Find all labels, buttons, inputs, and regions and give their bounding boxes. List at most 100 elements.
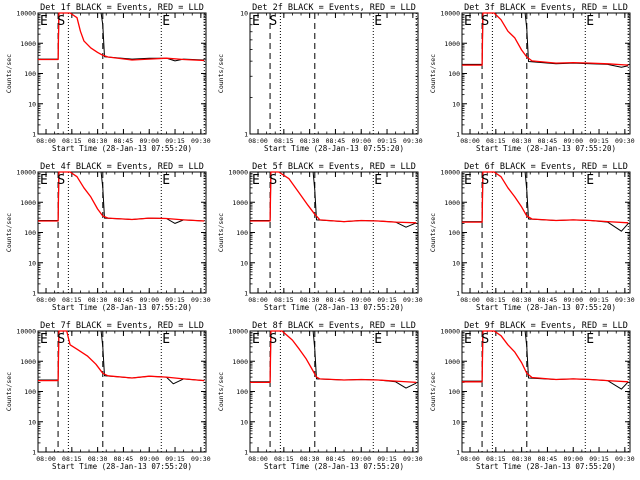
y-tick-label: 1	[32, 449, 36, 457]
y-tick-label: 100	[24, 70, 36, 78]
y-axis-label: Counts/sec	[5, 372, 13, 411]
plot-frame	[249, 330, 419, 453]
panel-title: Det 9f BLACK = Events, RED = LLD	[464, 321, 628, 331]
x-tick-label: 08:15	[62, 296, 82, 304]
x-tick-label: 09:00	[563, 296, 583, 304]
y-axis-label: Counts/sec	[429, 54, 437, 93]
x-tick-label: 08:15	[274, 296, 294, 304]
x-tick-label: 08:30	[88, 455, 108, 463]
y-tick-label: 100	[448, 388, 460, 396]
detector-panel-8: Det 8f BLACK = Events, RED = LLD 1 10 100 10…	[217, 321, 423, 471]
x-tick-label: 08:00	[248, 455, 268, 463]
plot-frame	[249, 12, 419, 135]
flag-s: S	[57, 14, 65, 29]
y-axis-label: Counts/sec	[5, 54, 13, 93]
x-tick-label: 08:00	[36, 455, 56, 463]
flag-e: E	[464, 332, 472, 347]
x-tick-label: 08:00	[36, 296, 56, 304]
x-tick-label: 08:00	[460, 296, 480, 304]
x-tick-label: 09:30	[191, 455, 211, 463]
x-axis-label: Start Time (28-Jan-13 07:55:20)	[52, 462, 192, 471]
x-axis-label: Start Time (28-Jan-13 07:55:20)	[52, 144, 192, 153]
detector-panel-3: Det 3f BLACK = Events, RED = LLD 1 10 100 10…	[429, 3, 635, 153]
y-tick-label: 10000	[440, 169, 460, 177]
x-tick-label: 08:45	[114, 296, 134, 304]
x-tick-label: 08:15	[274, 455, 294, 463]
x-tick-label: 09:30	[403, 137, 423, 145]
x-axis-label: Start Time (28-Jan-13 07:55:20)	[476, 144, 616, 153]
y-axis-label: Counts/sec	[217, 213, 225, 252]
series-lld-line	[38, 12, 205, 62]
y-tick-label: 1	[244, 449, 248, 457]
x-tick-label: 09:30	[615, 296, 635, 304]
detector-panel-9: Det 9f BLACK = Events, RED = LLD 1 10 100 10…	[429, 321, 635, 471]
plot-frame	[37, 12, 207, 135]
x-tick-label: 09:30	[403, 296, 423, 304]
flag-e: E	[40, 14, 48, 29]
flag-e: E	[586, 173, 594, 188]
series-lld-line	[38, 330, 205, 382]
series-lld-line	[38, 171, 205, 222]
x-tick-label: 09:00	[351, 137, 371, 145]
x-tick-label: 08:45	[326, 296, 346, 304]
detector-panel-5: Det 5f BLACK = Events, RED = LLD 1 10 100 10…	[217, 162, 423, 312]
y-tick-label: 10000	[16, 10, 36, 18]
series-lld-line	[462, 171, 629, 224]
x-tick-label: 08:15	[486, 137, 506, 145]
series-lld-line	[462, 330, 629, 383]
flag-s: S	[57, 332, 65, 347]
y-tick-label: 100	[236, 229, 248, 237]
y-tick-label: 1	[32, 131, 36, 139]
flag-e: E	[40, 173, 48, 188]
x-tick-label: 09:15	[165, 455, 185, 463]
detector-panel-1: Det 1f BLACK = Events, RED = LLD 1 10 100 10…	[5, 3, 211, 153]
y-tick-label: 1	[32, 290, 36, 298]
panel-title: Det 3f BLACK = Events, RED = LLD	[464, 3, 628, 13]
y-tick-label: 100	[448, 229, 460, 237]
flag-e: E	[374, 332, 382, 347]
flag-e: E	[374, 14, 382, 29]
x-tick-label: 08:45	[538, 455, 558, 463]
x-tick-label: 08:45	[326, 137, 346, 145]
flag-e: E	[162, 332, 170, 347]
x-tick-label: 09:00	[563, 137, 583, 145]
x-tick-label: 08:00	[36, 137, 56, 145]
flag-e: E	[162, 173, 170, 188]
y-axis-label: Counts/sec	[429, 372, 437, 411]
x-tick-label: 09:15	[377, 296, 397, 304]
series-lld-line	[250, 171, 417, 224]
x-tick-label: 08:30	[512, 296, 532, 304]
plot-frame	[461, 330, 631, 453]
y-tick-label: 10000	[16, 328, 36, 336]
y-tick-label: 100	[24, 229, 36, 237]
flag-e: E	[252, 173, 260, 188]
x-tick-label: 08:30	[300, 455, 320, 463]
y-tick-label: 10000	[440, 328, 460, 336]
y-tick-label: 1000	[444, 358, 460, 366]
x-tick-label: 08:00	[460, 455, 480, 463]
y-tick-label: 10	[452, 100, 460, 108]
flag-e: E	[586, 332, 594, 347]
x-tick-label: 09:00	[139, 137, 159, 145]
x-tick-label: 08:30	[300, 137, 320, 145]
x-tick-label: 08:30	[88, 137, 108, 145]
x-tick-label: 08:30	[512, 455, 532, 463]
y-tick-label: 100	[236, 388, 248, 396]
x-axis-label: Start Time (28-Jan-13 07:55:20)	[264, 303, 404, 312]
panel-title: Det 2f BLACK = Events, RED = LLD	[252, 3, 416, 13]
flag-e: E	[374, 173, 382, 188]
x-tick-label: 09:00	[139, 296, 159, 304]
x-tick-label: 09:00	[139, 455, 159, 463]
plot-frame	[37, 171, 207, 294]
x-tick-label: 09:00	[351, 296, 371, 304]
x-tick-label: 08:00	[248, 137, 268, 145]
x-tick-label: 09:15	[377, 455, 397, 463]
y-tick-label: 10	[240, 259, 248, 267]
x-tick-label: 08:15	[62, 455, 82, 463]
flag-e: E	[586, 14, 594, 29]
y-tick-label: 100	[24, 388, 36, 396]
x-tick-label: 09:15	[165, 296, 185, 304]
x-axis-label: Start Time (28-Jan-13 07:55:20)	[476, 462, 616, 471]
x-tick-label: 09:15	[377, 137, 397, 145]
